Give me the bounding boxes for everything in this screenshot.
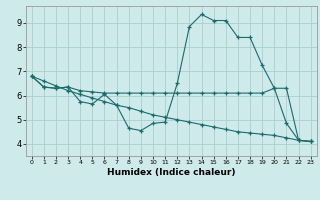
X-axis label: Humidex (Indice chaleur): Humidex (Indice chaleur) bbox=[107, 168, 236, 177]
